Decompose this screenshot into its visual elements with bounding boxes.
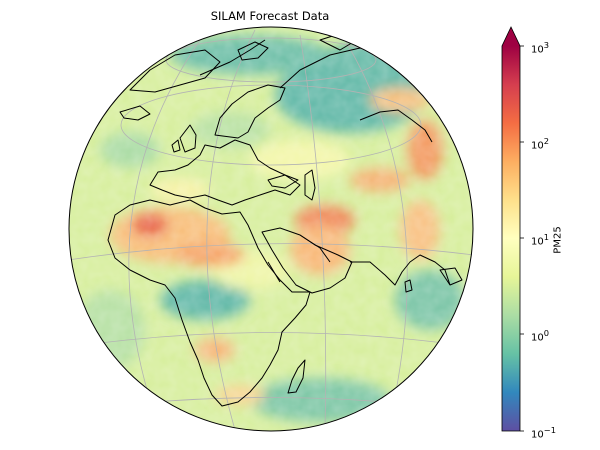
colorbar-frame <box>501 26 521 432</box>
colorbar <box>501 26 524 432</box>
colorbar-tick-label: 103 <box>531 40 550 56</box>
chart-title: SILAM Forecast Data <box>210 9 330 23</box>
colorbar-tick-label: 10−1 <box>531 425 557 441</box>
colorbar-tick-label: 102 <box>531 136 550 152</box>
colorbar-gradient <box>502 46 520 431</box>
colorbar-tick-label: 101 <box>531 232 550 248</box>
colorbar-label: PM25 <box>552 226 564 254</box>
colorbar-tick-label: 100 <box>531 328 550 344</box>
pm25-field <box>69 27 473 431</box>
colorbar-ticks <box>520 45 524 432</box>
colorbar-extend-max <box>502 27 520 46</box>
globe-outline <box>68 26 474 432</box>
